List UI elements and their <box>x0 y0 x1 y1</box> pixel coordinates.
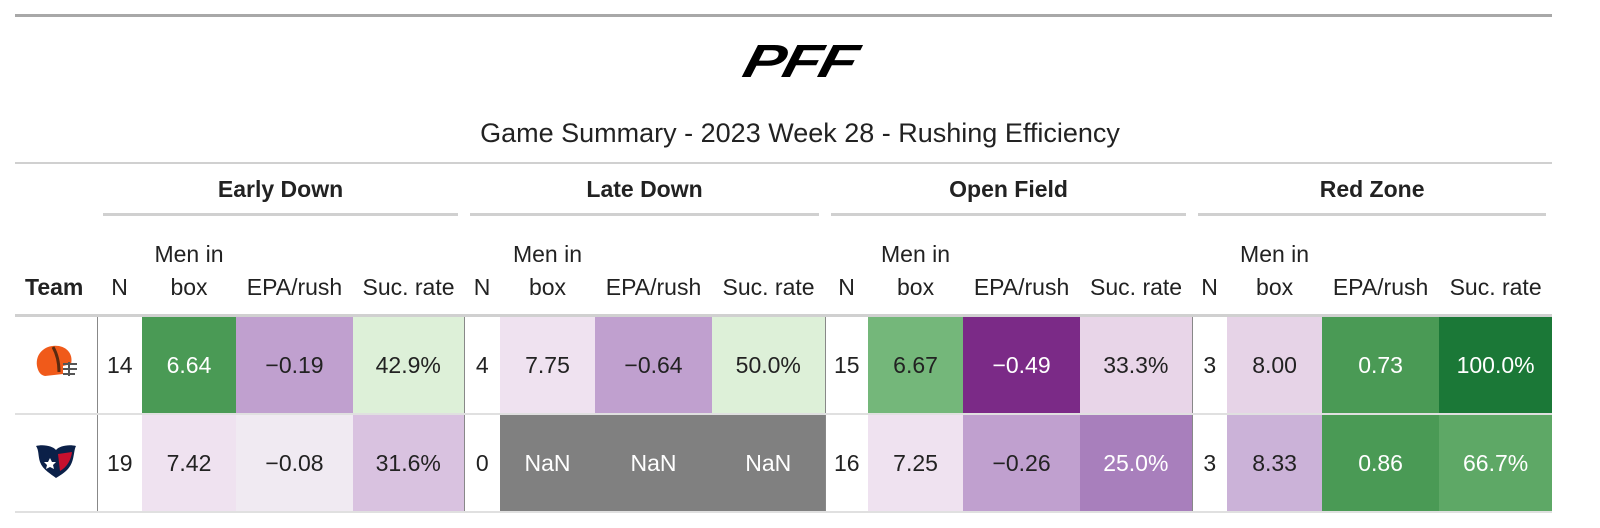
table-cell: 3 <box>1191 414 1228 513</box>
table-row: 19 7.42 −0.08 31.6% 0 NaN NaN NaN 16 7.25 −0.26 25.… <box>15 414 1553 513</box>
table-cell: −0.49 <box>963 315 1081 415</box>
column-header: N <box>464 216 501 317</box>
table-cell: 33.3% <box>1080 315 1193 415</box>
table-cell: 19 <box>96 414 142 513</box>
column-header: Suc. rate <box>712 216 826 317</box>
group-header-cell: Early Down <box>97 163 464 216</box>
table-cell: 7.75 <box>500 315 596 415</box>
table-cell: 7.42 <box>142 414 236 513</box>
table-cell: 6.67 <box>868 315 964 415</box>
logo: PFF <box>737 35 862 88</box>
column-header: Suc. rate <box>353 216 465 317</box>
column-header: Suc. rate <box>1439 216 1553 317</box>
group-header: Late Down <box>470 164 820 216</box>
column-header: EPA/rush <box>236 216 353 317</box>
column-header: EPA/rush <box>595 216 713 317</box>
table-cell: 15 <box>824 315 869 415</box>
table-cell: NaN <box>500 414 596 513</box>
group-header: Red Zone <box>1198 164 1547 216</box>
summary-table: Early Down Late Down Open Field Red Zone Te… <box>15 162 1553 513</box>
team-cell <box>15 315 97 415</box>
column-header: Men in box <box>868 216 964 317</box>
team-logo <box>35 445 76 478</box>
column-header: N <box>1192 216 1228 317</box>
table-cell: 100.0% <box>1439 315 1553 415</box>
table-cell: 8.33 <box>1227 414 1323 513</box>
table-body: 14 6.64 −0.19 42.9% 4 7.75 −0.64 50.0% 15 6.67 −0.… <box>15 315 1553 513</box>
group-header-row: Early Down Late Down Open Field Red Zone <box>15 163 1552 216</box>
title: Game Summary - 2023 Week 28 - Rushing Ef… <box>480 118 1120 148</box>
table-cell: −0.26 <box>963 414 1081 513</box>
column-header: EPA/rush <box>1322 216 1440 317</box>
table-cell: 0.73 <box>1322 315 1440 415</box>
table-cell: 50.0% <box>712 315 826 415</box>
group-header: Early Down <box>103 164 459 216</box>
table-cell: 6.64 <box>142 315 236 415</box>
table-cell: −0.64 <box>595 315 713 415</box>
column-header-row: Team N Men in box EPA/rush Suc. rate N Men in… <box>15 216 1553 317</box>
table-cell: 25.0% <box>1080 414 1193 513</box>
table-cell: 66.7% <box>1439 414 1553 513</box>
table-cell: 8.00 <box>1227 315 1323 415</box>
table-cell: 42.9% <box>353 315 465 415</box>
column-header: N <box>825 216 869 317</box>
column-header: Men in box <box>1227 216 1323 317</box>
column-header: Men in box <box>500 216 596 317</box>
column-header: Men in box <box>142 216 236 317</box>
top-rule <box>15 14 1552 17</box>
group-header: Open Field <box>831 164 1187 216</box>
table-cell: NaN <box>595 414 713 513</box>
table-cell: 4 <box>463 315 501 415</box>
team-cell <box>15 414 97 513</box>
table-cell: −0.19 <box>236 315 353 415</box>
group-header-cell: Open Field <box>825 163 1192 216</box>
table-row: 14 6.64 −0.19 42.9% 4 7.75 −0.64 50.0% 15 6.67 −0.… <box>15 315 1553 415</box>
column-header: Suc. rate <box>1080 216 1193 317</box>
table-cell: 3 <box>1191 315 1228 415</box>
table-cell: 16 <box>824 414 869 513</box>
table-cell: 0.86 <box>1322 414 1440 513</box>
table-cell: 14 <box>96 315 142 415</box>
table-cell: NaN <box>712 414 826 513</box>
column-header: EPA/rush <box>963 216 1081 317</box>
table-cell: 31.6% <box>353 414 465 513</box>
table-cell: 0 <box>463 414 501 513</box>
group-header-cell: Red Zone <box>1192 163 1552 216</box>
column-header: N <box>97 216 142 317</box>
table-cell: 7.25 <box>868 414 964 513</box>
table-cell: −0.08 <box>236 414 353 513</box>
team-header: Team <box>15 216 97 317</box>
team-logo <box>36 345 77 376</box>
group-header-cell: Late Down <box>464 163 825 216</box>
